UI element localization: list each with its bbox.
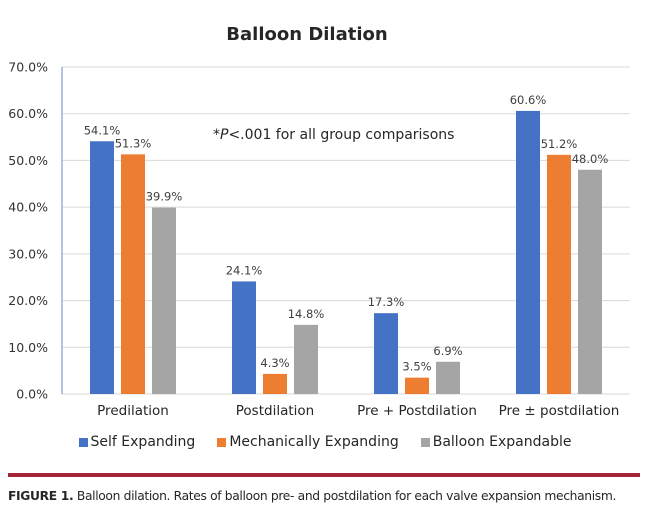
legend-item-self-expanding: Self Expanding xyxy=(78,434,196,450)
bar-balloon-expandable xyxy=(152,207,176,394)
figure-caption: FIGURE 1. Balloon dilation. Rates of bal… xyxy=(8,489,616,503)
data-label: 14.8% xyxy=(288,307,325,321)
data-label: 17.3% xyxy=(368,295,405,309)
bar-balloon-expandable xyxy=(578,169,602,394)
x-category-label: Postdilation xyxy=(236,403,314,419)
y-tick-label: 30.0% xyxy=(8,246,48,261)
chart-legend: Self Expanding Mechanically Expanding Ba… xyxy=(0,434,650,450)
data-label: 24.1% xyxy=(226,263,263,277)
data-label: 4.3% xyxy=(260,356,289,370)
significance-annotation: *P<.001 for all group comparisons xyxy=(213,127,454,143)
bar-self-expanding xyxy=(516,110,540,394)
data-label: 51.3% xyxy=(115,136,152,150)
y-tick-label: 0.0% xyxy=(16,387,48,402)
legend-label: Mechanically Expanding xyxy=(229,434,399,450)
bar-mechanically-expanding xyxy=(405,377,429,394)
legend-label: Self Expanding xyxy=(90,434,196,450)
data-label: 54.1% xyxy=(84,123,121,137)
data-label: 60.6% xyxy=(510,93,547,107)
data-label: 39.9% xyxy=(146,190,183,204)
x-category-label: Pre + Postdilation xyxy=(357,403,477,419)
y-tick-label: 40.0% xyxy=(8,200,48,215)
y-tick-label: 10.0% xyxy=(8,340,48,355)
bar-chart: Balloon Dilation 0.0% 10.0% 20.0% 30.0% 40.0… xyxy=(8,24,630,419)
bar-balloon-expandable xyxy=(436,361,460,394)
y-tick-label: 20.0% xyxy=(8,293,48,308)
x-axis-categories: Predilation Postdilation Pre + Postdilatio… xyxy=(97,403,619,419)
x-category-label: Pre ± postdilation xyxy=(499,403,620,419)
figure-label: FIGURE 1. xyxy=(8,489,74,503)
bar-mechanically-expanding xyxy=(547,154,571,394)
bar-balloon-expandable xyxy=(294,324,318,394)
data-label: 51.2% xyxy=(541,137,578,151)
x-category-label: Predilation xyxy=(97,403,169,419)
legend-swatch-icon xyxy=(420,437,430,447)
legend-label: Balloon Expandable xyxy=(432,434,572,450)
bars xyxy=(90,110,602,394)
bar-self-expanding xyxy=(374,313,398,394)
legend-item-mechanically-expanding: Mechanically Expanding xyxy=(217,434,399,450)
legend-swatch-icon xyxy=(78,437,88,447)
y-tick-label: 50.0% xyxy=(8,153,48,168)
bar-self-expanding xyxy=(90,141,114,394)
y-tick-label: 60.0% xyxy=(8,106,48,121)
bar-mechanically-expanding xyxy=(263,373,287,394)
legend-swatch-icon xyxy=(217,437,227,447)
legend-item-balloon-expandable: Balloon Expandable xyxy=(420,434,572,450)
y-tick-label: 70.0% xyxy=(8,60,48,75)
data-label: 48.0% xyxy=(572,152,609,166)
bar-mechanically-expanding xyxy=(121,154,145,394)
y-axis-ticks: 0.0% 10.0% 20.0% 30.0% 40.0% 50.0% 60.0% 70.0% xyxy=(8,60,48,402)
gridlines xyxy=(62,66,630,395)
caption-divider xyxy=(8,473,640,477)
data-labels: 54.1%51.3% 39.9% 24.1% 4.3% 14.8% 17.3% 3.5%6.… xyxy=(84,93,609,374)
caption-text: Balloon dilation. Rates of balloon pre- … xyxy=(73,489,617,503)
chart-title: Balloon Dilation xyxy=(226,24,387,45)
bar-self-expanding xyxy=(232,281,256,394)
data-label: 6.9% xyxy=(433,344,462,358)
data-label: 3.5% xyxy=(402,360,431,374)
